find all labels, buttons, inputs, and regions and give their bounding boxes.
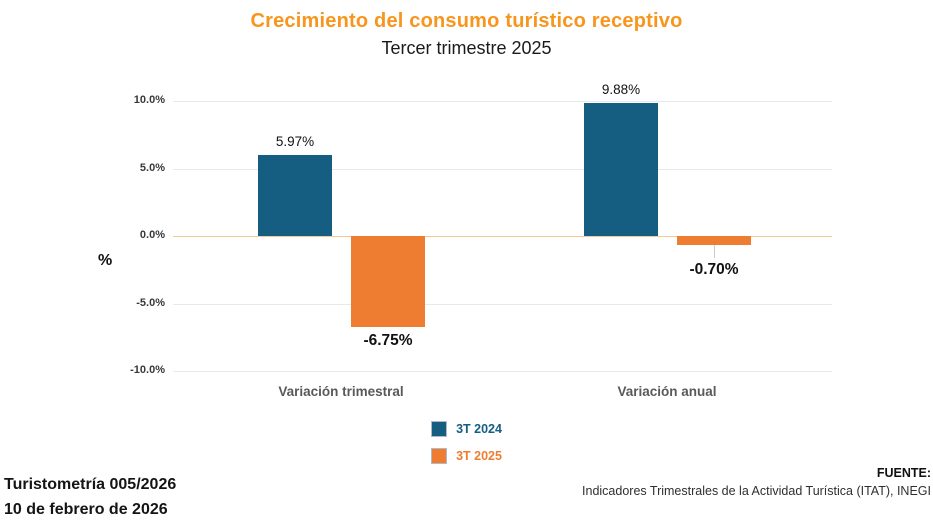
y-tick-label: -5.0% bbox=[136, 296, 165, 309]
plot-area: 10.0% 5.0% 0.0% -5.0% -10.0% 5.97% 9.88% -6.75%… bbox=[130, 82, 832, 399]
legend-item: 3T 2025 bbox=[431, 448, 502, 464]
bar-value-label: 9.88% bbox=[601, 81, 641, 97]
publication-info: Turistometría 005/2026 10 de febrero de … bbox=[4, 472, 176, 522]
gridline bbox=[173, 303, 832, 305]
bar-3t2024-anual bbox=[584, 102, 658, 236]
y-tick-label: 5.0% bbox=[139, 161, 165, 174]
chart-title: Crecimiento del consumo turístico recept… bbox=[250, 10, 683, 32]
legend-swatch bbox=[431, 421, 448, 437]
legend-label: 3T 2024 bbox=[456, 422, 502, 436]
bar-value-label: 5.97% bbox=[275, 134, 315, 150]
label-leader-line bbox=[714, 245, 715, 259]
gridline bbox=[173, 168, 832, 170]
y-axis-unit-label: % bbox=[98, 252, 113, 269]
publication-title: Turistometría 005/2026 bbox=[4, 476, 177, 493]
legend-label: 3T 2025 bbox=[456, 449, 502, 463]
y-tick-label: 0.0% bbox=[139, 229, 165, 241]
legend-swatch bbox=[431, 448, 448, 464]
bar-3t2024-trimestral bbox=[258, 155, 332, 236]
bar-value-label: -0.70% bbox=[689, 261, 739, 279]
source-info: FUENTE: Indicadores Trimestrales de la A… bbox=[582, 464, 931, 500]
gridline bbox=[173, 101, 832, 102]
x-category-label: Variación trimestral bbox=[278, 384, 404, 399]
legend-item: 3T 2024 bbox=[431, 421, 502, 437]
y-tick-label: -10.0% bbox=[130, 364, 165, 376]
gridline bbox=[173, 371, 832, 372]
zero-axis-line bbox=[173, 236, 832, 237]
source-label: FUENTE: bbox=[876, 466, 931, 480]
chart-subtitle: Tercer trimestre 2025 bbox=[381, 38, 552, 58]
legend: 3T 2024 3T 2025 bbox=[0, 421, 933, 464]
publication-date: 10 de febrero de 2026 bbox=[4, 501, 168, 518]
y-tick-label: 10.0% bbox=[133, 94, 165, 106]
bar-3t2025-anual bbox=[677, 236, 751, 246]
bar-value-label: -6.75% bbox=[363, 332, 413, 350]
bar-3t2025-trimestral bbox=[351, 236, 425, 328]
source-text: Indicadores Trimestrales de la Actividad… bbox=[582, 484, 931, 498]
x-category-label: Variación anual bbox=[617, 384, 717, 399]
